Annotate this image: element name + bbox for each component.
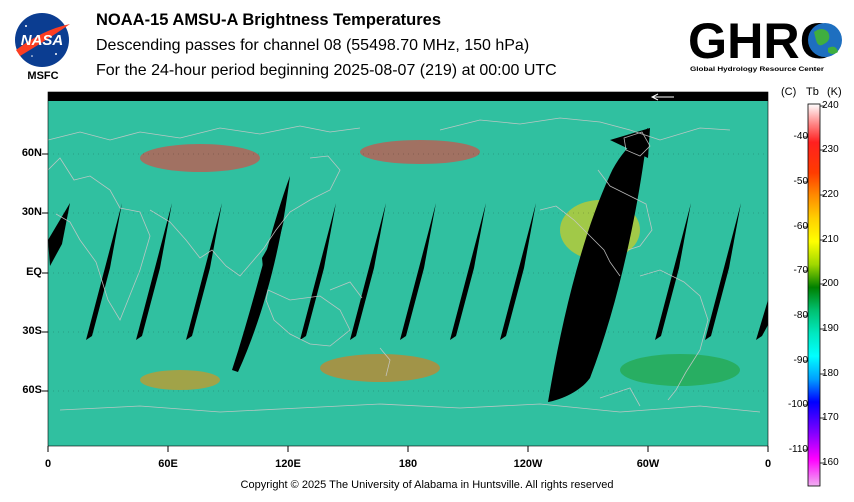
top-black-band xyxy=(48,92,768,101)
kelvin-tick-label: 170 xyxy=(822,412,839,423)
lat-label-60s: 60S xyxy=(22,384,42,396)
copyright-notice: Copyright © 2025 The University of Alaba… xyxy=(240,479,614,491)
celsius-tick-label: -70 xyxy=(793,265,808,276)
colorbar-scale xyxy=(807,103,821,487)
celsius-tick-label: -40 xyxy=(793,131,808,142)
lat-label-60n: 60N xyxy=(21,147,42,159)
celsius-tick-label: -100 xyxy=(787,399,808,410)
gridlines xyxy=(48,153,768,392)
map-ticks xyxy=(42,153,769,452)
celsius-tick-label: -80 xyxy=(793,310,808,321)
orbit-gaps xyxy=(48,128,768,402)
lat-label-30n: 30N xyxy=(21,206,42,218)
colorbar-unit-celsius: (C) xyxy=(781,86,797,98)
celsius-tick-label: -50 xyxy=(793,176,808,187)
celsius-tick-label: -110 xyxy=(788,444,808,455)
kelvin-tick-label: 160 xyxy=(822,457,839,468)
nasa-logo: NASA MSFC xyxy=(15,13,70,82)
lon-label-60w: 60W xyxy=(636,458,660,470)
ghrc-logo-subtext: Global Hydrology Resource Center xyxy=(690,66,825,73)
lat-label-eq: EQ xyxy=(26,266,42,278)
kelvin-tick-label: 200 xyxy=(822,278,839,289)
coastlines xyxy=(48,117,761,413)
nasa-logo-text: NASA xyxy=(21,32,64,49)
lon-label-120w: 120W xyxy=(513,458,543,470)
lon-label-180: 180 xyxy=(398,458,418,470)
ghrc-logo: GHRC Global Hydrology Resource Center xyxy=(688,13,842,73)
map-title: NOAA-15 AMSU-A Brightness Temperatures xyxy=(96,11,442,29)
kelvin-tick-label: 240 xyxy=(822,100,839,111)
lon-label-0-right: 0 xyxy=(764,458,772,470)
msfc-logo-text: MSFC xyxy=(27,70,58,82)
kelvin-tick-label: 180 xyxy=(822,368,839,379)
celsius-tick-label: -60 xyxy=(793,221,808,232)
celsius-tick-label: -90 xyxy=(793,355,808,366)
colorbar-unit-kelvin: (K) xyxy=(827,86,842,98)
colorbar-ticks xyxy=(803,105,825,464)
map-subtitle: Descending passes for channel 08 (55498.… xyxy=(96,37,530,54)
lon-label-60e: 60E xyxy=(158,458,178,470)
lon-label-120e: 120E xyxy=(275,458,301,470)
kelvin-tick-label: 210 xyxy=(822,234,839,245)
lat-label-30s: 30S xyxy=(22,325,42,337)
colorbar-unit-tb: Tb xyxy=(806,86,819,98)
kelvin-tick-label: 220 xyxy=(822,189,839,200)
arrow-icon xyxy=(650,93,674,101)
kelvin-tick-label: 190 xyxy=(822,323,839,334)
lon-label-0-left: 0 xyxy=(44,458,52,470)
period-description: For the 24-hour period beginning 2025-08… xyxy=(96,62,557,79)
kelvin-tick-label: 230 xyxy=(822,144,839,155)
